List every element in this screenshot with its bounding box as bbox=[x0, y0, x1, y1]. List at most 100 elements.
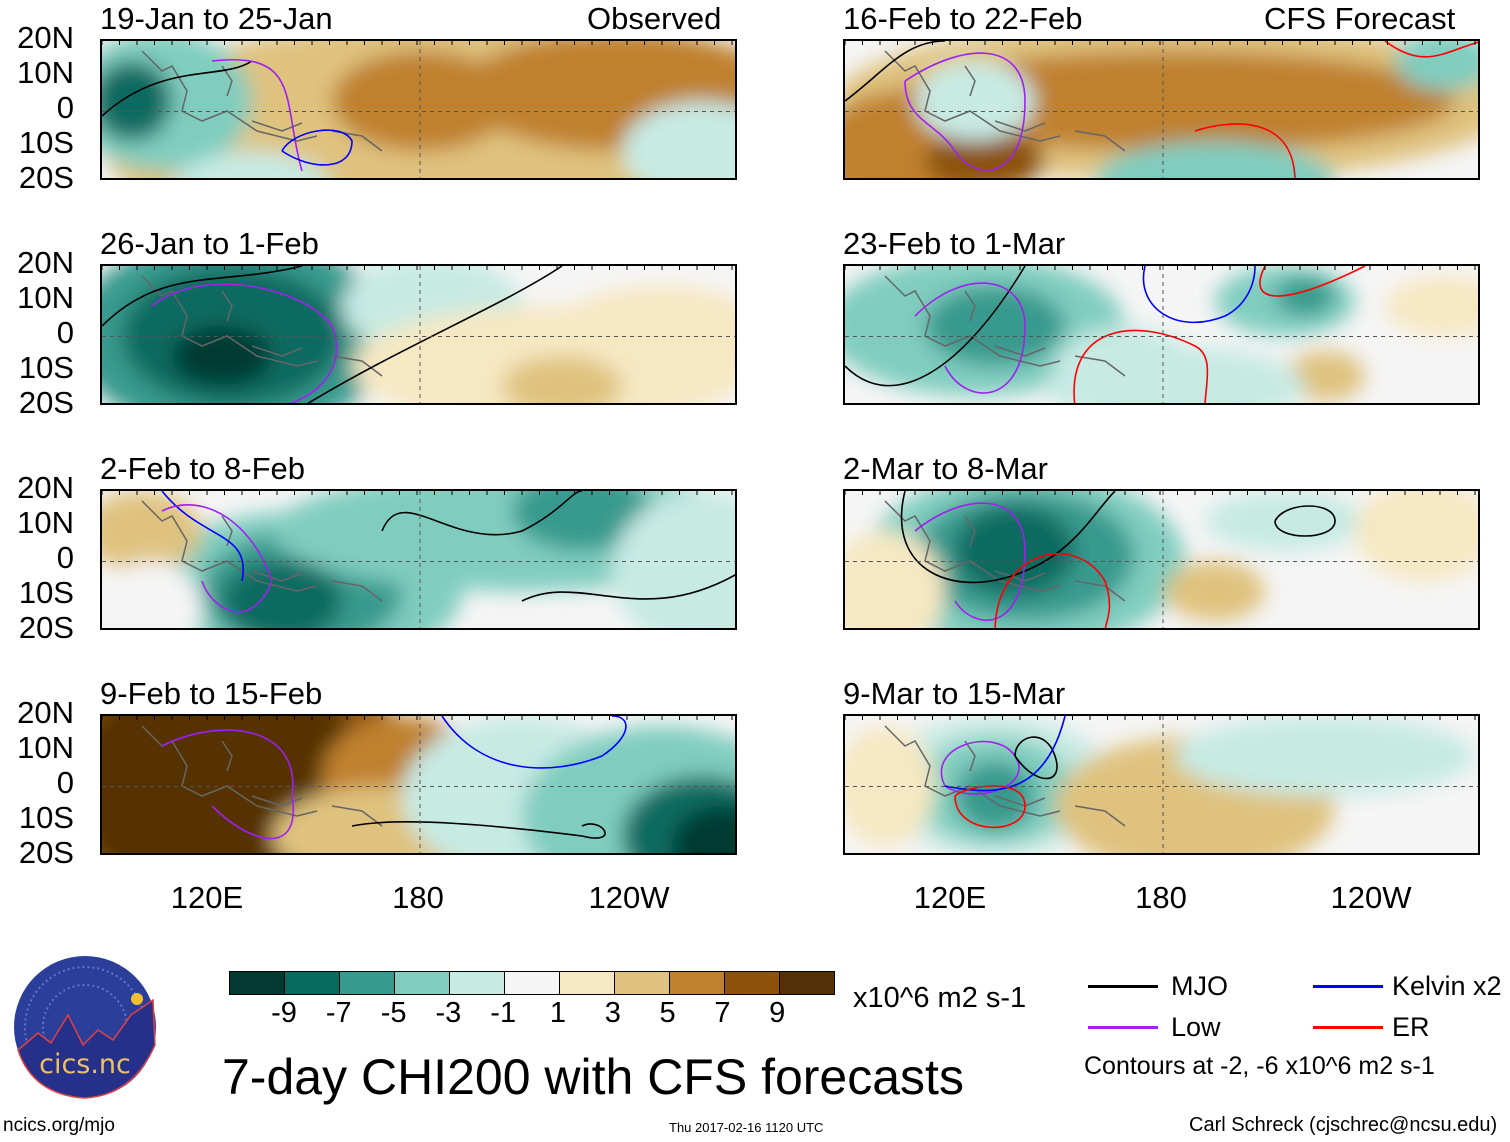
contour-line bbox=[102, 60, 253, 117]
anomaly-region bbox=[925, 286, 1065, 366]
colorbar-swatch bbox=[450, 972, 505, 994]
lon-label-120e-left: 120E bbox=[170, 880, 244, 915]
coastline bbox=[884, 725, 1126, 827]
anomaly-region bbox=[622, 101, 735, 178]
lon-label-120w-right: 120W bbox=[1330, 880, 1412, 915]
anomaly-region bbox=[512, 491, 652, 551]
colorbar-tick-label: 1 bbox=[549, 997, 567, 1029]
panel-title: 23-Feb to 1-Mar bbox=[843, 226, 1066, 261]
anomaly-region bbox=[895, 51, 1455, 151]
lat-label: 20N bbox=[17, 695, 74, 730]
lat-label: 10S bbox=[18, 350, 74, 385]
contour-line bbox=[900, 491, 1116, 584]
colorbar-tick-label: -9 bbox=[271, 997, 297, 1029]
coastline bbox=[141, 500, 383, 602]
coastline bbox=[884, 275, 1126, 377]
colorbar-tick-label: -3 bbox=[435, 997, 462, 1029]
colorbar-swatch bbox=[615, 972, 670, 994]
figure-title: 7-day CHI200 with CFS forecasts bbox=[222, 1049, 964, 1105]
lat-label: 0 bbox=[56, 90, 74, 125]
coastline bbox=[141, 275, 383, 377]
anomaly-region bbox=[102, 61, 172, 141]
lat-label: 10S bbox=[18, 125, 74, 160]
map-panel bbox=[843, 714, 1480, 855]
colorbar-tick-label: -1 bbox=[490, 997, 517, 1029]
contour-note: Contours at -2, -6 x10^6 m2 s-1 bbox=[1084, 1052, 1435, 1080]
lat-label: 20S bbox=[18, 610, 74, 645]
map-panel bbox=[843, 489, 1480, 630]
lat-label: 20N bbox=[17, 245, 74, 280]
anomaly-region bbox=[332, 51, 512, 151]
contour-line bbox=[914, 282, 1026, 394]
colorbar-tick-label: 3 bbox=[604, 997, 621, 1029]
anomaly-region bbox=[1095, 766, 1275, 853]
contour-line bbox=[351, 821, 606, 839]
panel-title: 9-Mar to 15-Mar bbox=[843, 676, 1066, 711]
lat-label: 10N bbox=[17, 280, 74, 315]
anomaly-region bbox=[612, 491, 735, 628]
lat-label: 10N bbox=[17, 505, 74, 540]
lon-label-180-left: 180 bbox=[392, 880, 444, 915]
colorbar bbox=[229, 971, 835, 995]
footer-author: Carl Schreck (cjschrec@ncsu.edu) bbox=[1189, 1114, 1498, 1136]
colorbar-swatch bbox=[725, 972, 780, 994]
legend-er-label: ER bbox=[1392, 1012, 1430, 1042]
observed-header: Observed bbox=[587, 1, 722, 36]
anomaly-region bbox=[172, 326, 272, 386]
contour-line bbox=[161, 729, 295, 840]
contour-line bbox=[281, 129, 353, 166]
map-panel bbox=[843, 264, 1480, 405]
anomaly-region bbox=[1045, 346, 1305, 403]
anomaly-region bbox=[845, 726, 935, 846]
legend-kelvin-line bbox=[1313, 985, 1383, 988]
colorbar-swatch bbox=[780, 972, 834, 994]
cics-logo: cics.nc bbox=[13, 955, 157, 1099]
contour-line bbox=[954, 785, 1026, 829]
contour-line bbox=[1274, 505, 1336, 537]
colorbar-units: x10^6 m2 s-1 bbox=[853, 982, 1027, 1014]
lat-label: 10N bbox=[17, 730, 74, 765]
contour-line bbox=[944, 716, 1066, 792]
anomaly-region bbox=[102, 561, 202, 628]
anomaly-region bbox=[845, 531, 945, 628]
legend-er-line bbox=[1313, 1026, 1383, 1029]
contour-line bbox=[381, 491, 583, 536]
lat-label: 10S bbox=[18, 800, 74, 835]
panel-title: 2-Mar to 8-Mar bbox=[843, 451, 1048, 486]
contour-line bbox=[1194, 123, 1296, 178]
legend-mjo-label: MJO bbox=[1171, 971, 1228, 1001]
colorbar-tick-label: 9 bbox=[769, 997, 786, 1029]
colorbar-swatch bbox=[560, 972, 615, 994]
lat-label: 10S bbox=[18, 575, 74, 610]
map-panel bbox=[100, 264, 737, 405]
panel-title: 26-Jan to 1-Feb bbox=[100, 226, 319, 261]
footer-url[interactable]: ncics.org/mjo bbox=[3, 1115, 115, 1136]
panel-title: 9-Feb to 15-Feb bbox=[100, 676, 323, 711]
legend-low-label: Low bbox=[1171, 1012, 1221, 1042]
legend-mjo-line bbox=[1088, 985, 1158, 988]
contour-line bbox=[1142, 266, 1256, 324]
anomaly-region bbox=[176, 151, 328, 178]
anomaly-region bbox=[1355, 491, 1478, 581]
logo-text: cics.nc bbox=[39, 1049, 131, 1080]
colorbar-tick-label: 7 bbox=[714, 997, 731, 1029]
map-panel bbox=[100, 39, 737, 180]
contour-line bbox=[441, 716, 627, 769]
colorbar-swatch bbox=[340, 972, 395, 994]
coastline bbox=[884, 50, 1126, 152]
lon-label-120e-right: 120E bbox=[913, 880, 987, 915]
anomaly-region bbox=[1205, 491, 1365, 551]
anomaly-region bbox=[1385, 276, 1478, 336]
contour-line bbox=[307, 266, 563, 403]
lat-label: 20N bbox=[17, 20, 74, 55]
anomaly-region bbox=[502, 356, 622, 403]
contour-line bbox=[161, 504, 273, 613]
legend-low-line bbox=[1088, 1026, 1158, 1029]
contour-line bbox=[1259, 266, 1366, 297]
anomaly-region bbox=[1395, 41, 1478, 91]
coastline bbox=[141, 725, 383, 827]
contour-line bbox=[904, 52, 1026, 171]
colorbar-tick-label: 5 bbox=[659, 997, 676, 1029]
legend-kelvin-label: Kelvin x2 bbox=[1392, 971, 1502, 1001]
